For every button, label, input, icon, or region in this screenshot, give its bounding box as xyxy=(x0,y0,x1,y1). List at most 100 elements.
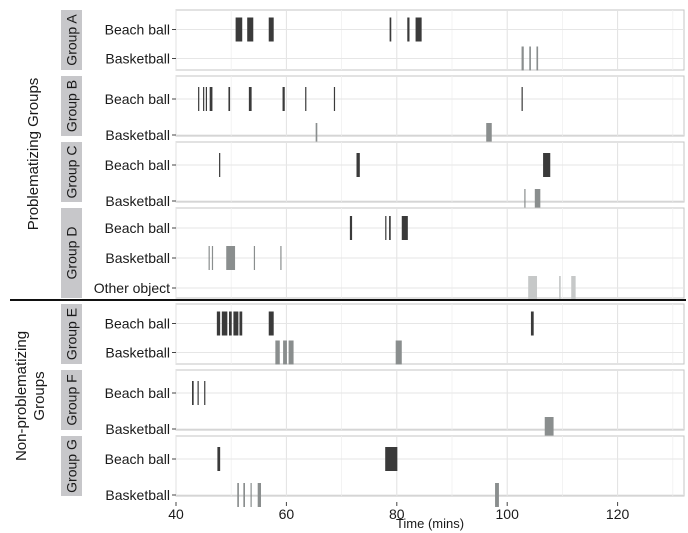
interval-bar-group-b-beach-ball xyxy=(522,87,523,111)
interval-bar-group-d-basketball xyxy=(226,246,235,270)
interval-bar-group-b-beach-ball xyxy=(203,87,204,111)
row-label-beach-ball: Beach ball xyxy=(105,91,170,107)
interval-bar-group-c-beach-ball xyxy=(543,153,550,177)
panel-group-f: Group F Beach ball Basketball xyxy=(61,370,684,441)
interval-bar-group-d-beach-ball xyxy=(389,216,391,240)
row-label-beach-ball: Beach ball xyxy=(105,451,170,467)
interval-bar-group-a-beach-ball xyxy=(390,18,392,42)
panel-background xyxy=(176,76,684,136)
interval-bar-group-b-beach-ball xyxy=(228,87,230,111)
facet-label-group-g: Group G xyxy=(64,439,80,493)
facet-label-group-c: Group C xyxy=(64,146,80,199)
row-label-basketball: Basketball xyxy=(105,421,170,437)
row-label-basketball: Basketball xyxy=(105,345,170,361)
interval-bar-group-g-basketball xyxy=(258,483,261,507)
interval-bar-group-b-beach-ball xyxy=(206,87,207,111)
facet-label-group-b: Group B xyxy=(64,80,80,132)
interval-bar-group-g-basketball xyxy=(237,483,239,507)
interval-bar-group-e-beach-ball xyxy=(222,312,228,336)
row-label-other-object: Other object xyxy=(94,280,170,296)
x-axis-title: Time (mins) xyxy=(396,516,464,531)
interval-bar-group-e-beach-ball xyxy=(233,312,238,336)
panel-group-g: Group G Beach ball Basketball xyxy=(61,436,684,507)
row-label-beach-ball: Beach ball xyxy=(105,157,170,173)
panel-group-c: Group C Beach ball Basketball xyxy=(61,142,684,213)
row-label-beach-ball: Beach ball xyxy=(105,385,170,401)
interval-bar-group-f-beach-ball xyxy=(192,381,194,405)
row-label-basketball: Basketball xyxy=(105,487,170,503)
interval-bar-group-c-beach-ball xyxy=(357,153,360,177)
interval-bar-group-d-basketball xyxy=(212,246,213,270)
panel-group-e: Group E Beach ball Basketball xyxy=(61,304,684,365)
interval-bar-group-a-basketball xyxy=(522,47,524,71)
facet-label-group-f: Group F xyxy=(64,374,80,425)
interval-bar-group-f-beach-ball xyxy=(198,381,199,405)
interval-bar-group-d-beach-ball xyxy=(350,216,352,240)
row-label-basketball: Basketball xyxy=(105,51,170,67)
interval-bar-group-e-beach-ball xyxy=(217,312,220,336)
interval-bar-group-g-beach-ball xyxy=(217,447,220,471)
interval-bar-group-a-beach-ball xyxy=(269,18,274,42)
row-label-basketball: Basketball xyxy=(105,250,170,266)
panel-group-a: Group A Beach ball Basketball xyxy=(61,10,684,71)
interval-bar-group-d-other-object xyxy=(528,276,537,300)
x-tick-label: 100 xyxy=(496,506,520,522)
facet-label-group-a: Group A xyxy=(64,14,80,66)
interval-bar-group-g-basketball xyxy=(243,483,245,507)
section-label-problematizing-groups: Problematizing Groups xyxy=(25,78,42,231)
facet-panels: Group A Beach ball Basketball Group B Beach … xyxy=(61,10,684,507)
panel-background xyxy=(176,142,684,202)
interval-bar-group-e-basketball xyxy=(289,341,294,365)
interval-bar-group-a-beach-ball xyxy=(416,18,422,42)
row-label-beach-ball: Beach ball xyxy=(105,22,170,38)
interval-bar-group-b-beach-ball xyxy=(305,87,306,111)
interval-bar-group-d-basketball xyxy=(209,246,210,270)
x-tick-label: 40 xyxy=(168,506,184,522)
interval-bar-group-c-beach-ball xyxy=(219,153,220,177)
panel-background xyxy=(176,304,684,364)
interval-bar-group-e-basketball xyxy=(275,341,279,365)
interval-bar-group-a-beach-ball xyxy=(247,18,253,42)
interval-bar-group-e-basketball xyxy=(396,341,402,365)
interval-bar-group-d-basketball xyxy=(254,246,255,270)
facet-label-group-e: Group E xyxy=(64,308,80,360)
interval-bar-group-e-beach-ball xyxy=(531,312,534,336)
interval-bar-group-a-beach-ball xyxy=(236,18,243,42)
interval-bar-group-b-beach-ball xyxy=(249,87,252,111)
interval-bar-group-e-beach-ball xyxy=(229,312,232,336)
row-label-beach-ball: Beach ball xyxy=(105,220,170,236)
interval-bar-group-b-beach-ball xyxy=(283,87,285,111)
interval-bar-group-a-beach-ball xyxy=(407,18,409,42)
row-label-beach-ball: Beach ball xyxy=(105,316,170,332)
interval-bar-group-g-beach-ball xyxy=(385,447,397,471)
panel-background xyxy=(176,436,684,496)
interval-bar-group-a-basketball xyxy=(536,47,538,71)
row-label-basketball: Basketball xyxy=(105,193,170,209)
interval-bar-group-b-beach-ball xyxy=(198,87,199,111)
interval-bar-group-b-beach-ball xyxy=(334,87,335,111)
interval-bar-group-g-basketball xyxy=(495,483,499,507)
section-label-non-problematizing-groups: Non-problematizingGroups xyxy=(13,331,48,461)
interval-bar-group-f-beach-ball xyxy=(204,381,205,405)
panel-group-d: Group D Beach ball Basketball Other object xyxy=(61,208,684,300)
x-tick-label: 60 xyxy=(279,506,295,522)
interval-bar-group-d-other-object xyxy=(559,276,561,300)
interval-bar-group-d-beach-ball xyxy=(402,216,408,240)
interval-bar-group-e-beach-ball xyxy=(269,312,274,336)
interval-bar-group-d-basketball xyxy=(280,246,281,270)
interval-bar-group-d-other-object xyxy=(571,276,575,300)
x-tick-label: 120 xyxy=(606,506,630,522)
interval-bar-group-a-basketball xyxy=(529,47,531,71)
interval-bar-group-e-basketball xyxy=(283,341,287,365)
facet-label-group-d: Group D xyxy=(64,227,80,280)
interval-bar-group-e-beach-ball xyxy=(239,312,242,336)
interval-bar-group-d-beach-ball xyxy=(385,216,386,240)
interval-bar-group-g-basketball xyxy=(251,483,252,507)
section-labels: Problematizing Groups Non-problematizingG… xyxy=(13,78,48,461)
row-label-basketball: Basketball xyxy=(105,127,170,143)
panel-group-b: Group B Beach ball Basketball xyxy=(61,76,684,147)
panel-background xyxy=(176,370,684,430)
interval-bar-group-b-beach-ball xyxy=(210,87,213,111)
panel-background xyxy=(176,208,684,298)
